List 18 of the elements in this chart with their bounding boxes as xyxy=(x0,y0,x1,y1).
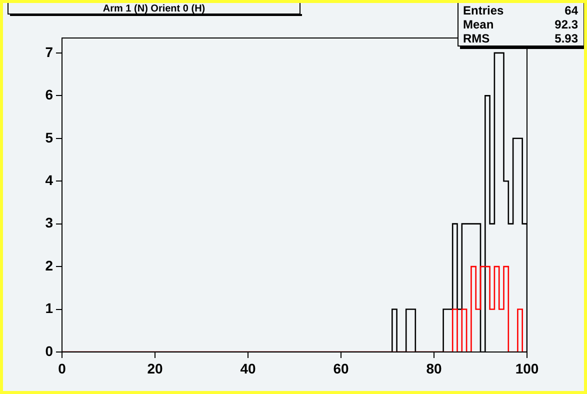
y-tick-label: 6 xyxy=(45,86,54,103)
chart-title: Arm 1 (N) Orient 0 (H) xyxy=(102,3,206,14)
text: Entries 64 xyxy=(463,3,578,18)
y-tick-label: 0 xyxy=(45,342,54,359)
x-tick-label: 60 xyxy=(333,360,349,376)
y-tick-label: 7 xyxy=(45,44,54,60)
text: Mean 92.3 xyxy=(463,17,578,32)
y-tick-label: 3 xyxy=(45,214,54,231)
x-tick-label: 0 xyxy=(58,360,66,376)
y-tick-label: 5 xyxy=(45,129,54,146)
x-tick-label: 80 xyxy=(426,360,442,376)
y-tick-label: 2 xyxy=(45,257,54,274)
y-tick-label: 4 xyxy=(45,172,54,188)
x-tick-label: 100 xyxy=(515,360,539,376)
x-tick-label: 40 xyxy=(240,360,256,376)
x-tick-label: 20 xyxy=(147,360,163,376)
y-tick-label: 1 xyxy=(45,300,54,316)
text: RMS 5.93 xyxy=(463,31,578,46)
